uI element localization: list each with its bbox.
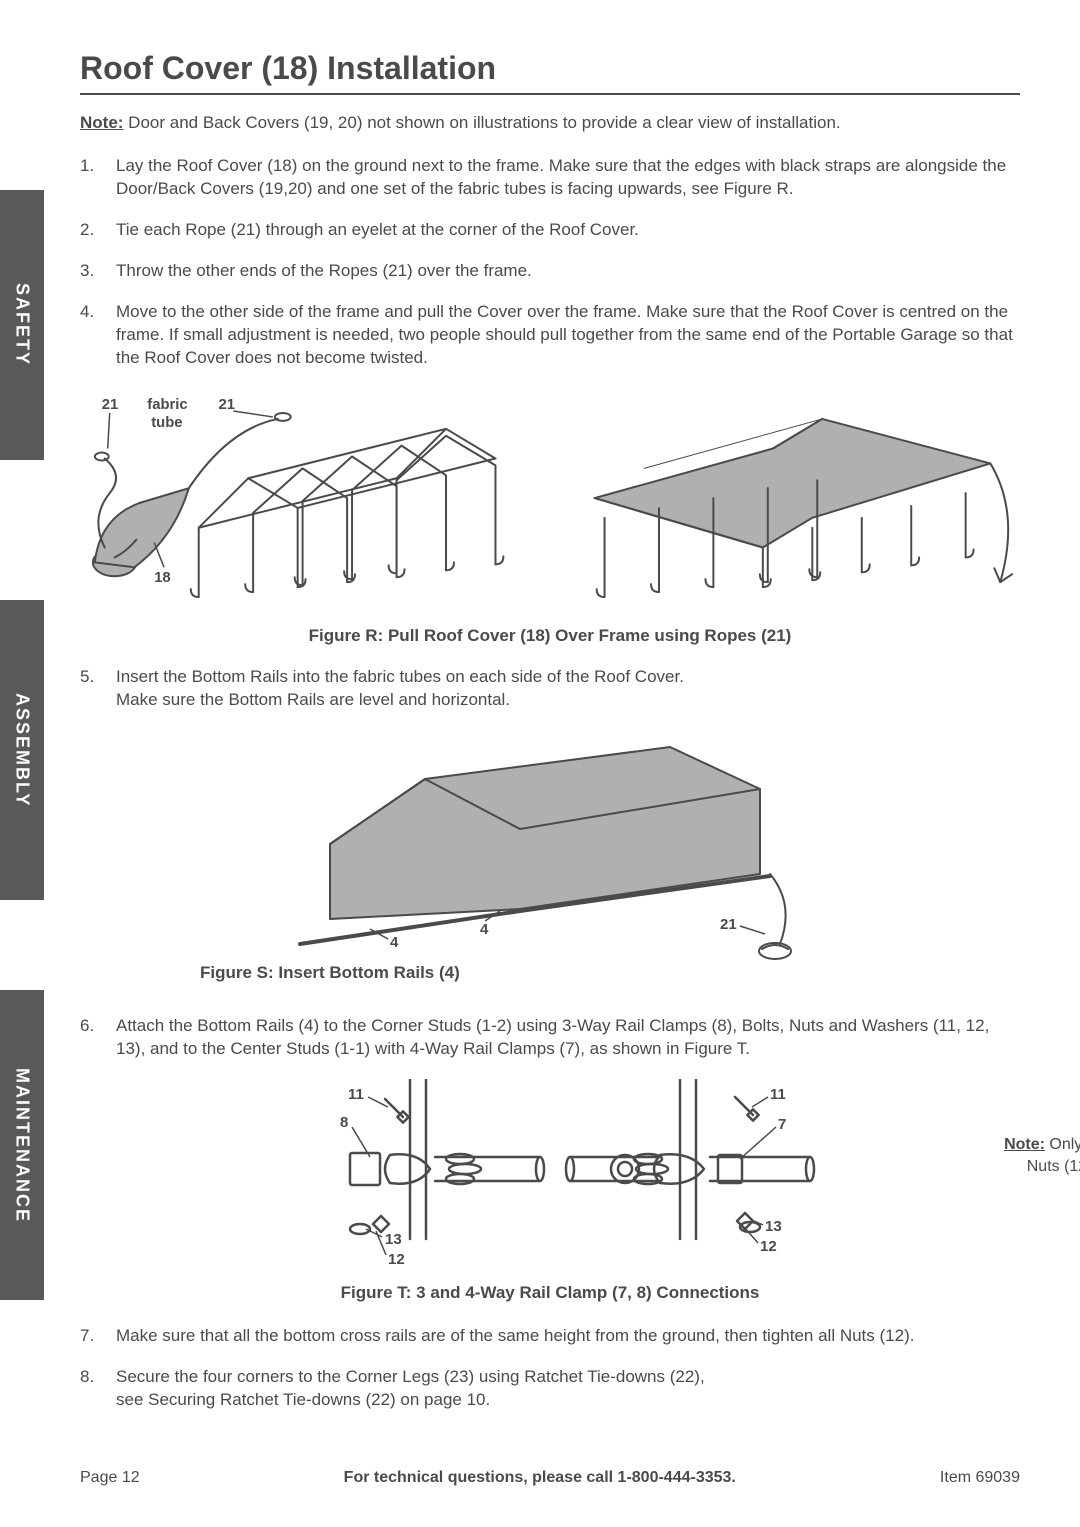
tab-assembly: ASSEMBLY bbox=[0, 600, 44, 900]
figure-s-svg: 4 4 21 bbox=[270, 729, 830, 989]
tab-maintenance: MAINTENANCE bbox=[0, 990, 44, 1300]
title-rule bbox=[80, 93, 1020, 95]
step-4: Move to the other side of the frame and … bbox=[80, 301, 1020, 370]
step-list-2: Insert the Bottom Rails into the fabric … bbox=[80, 666, 1020, 712]
figt-label-7: 7 bbox=[778, 1116, 786, 1133]
step-5: Insert the Bottom Rails into the fabric … bbox=[80, 666, 1020, 712]
step-3: Throw the other ends of the Ropes (21) o… bbox=[80, 260, 1020, 283]
step-list: Lay the Roof Cover (18) on the ground ne… bbox=[80, 155, 1020, 370]
figure-s: 4 4 21 Figure S: Insert Bottom Rails (4) bbox=[80, 729, 1020, 989]
page-title: Roof Cover (18) Installation bbox=[80, 50, 1020, 87]
step-8: Secure the four corners to the Corner Le… bbox=[80, 1366, 1020, 1412]
figt-label-11a: 11 bbox=[348, 1086, 364, 1103]
side-note-label: Note: bbox=[1004, 1136, 1045, 1153]
footer-page: Page 12 bbox=[80, 1469, 140, 1487]
side-tabs: SAFETY ASSEMBLY MAINTENANCE bbox=[0, 0, 44, 1527]
step-6: Attach the Bottom Rails (4) to the Corne… bbox=[80, 1015, 1020, 1061]
figr-label-tube: tube bbox=[151, 414, 182, 430]
figs-label-21: 21 bbox=[720, 916, 737, 933]
step-2: Tie each Rope (21) through an eyelet at … bbox=[80, 219, 1020, 242]
figure-r-left-svg: 21 fabric tube 21 18 bbox=[80, 388, 545, 618]
page-footer: Page 12 For technical questions, please … bbox=[80, 1469, 1020, 1487]
step-list-3: Attach the Bottom Rails (4) to the Corne… bbox=[80, 1015, 1020, 1061]
footer-center: For technical questions, please call 1-8… bbox=[344, 1469, 736, 1487]
figr-label-21a: 21 bbox=[102, 397, 119, 413]
figt-label-12a: 12 bbox=[388, 1251, 405, 1268]
figt-label-11b: 11 bbox=[770, 1086, 786, 1103]
figure-t-svg: 11 8 13 12 11 7 13 12 bbox=[240, 1079, 860, 1269]
note-label: Note: bbox=[80, 113, 123, 132]
figs-label-4a: 4 bbox=[390, 934, 399, 951]
figure-s-caption: Figure S: Insert Bottom Rails (4) bbox=[200, 963, 460, 983]
note-text: Door and Back Covers (19, 20) not shown … bbox=[123, 113, 840, 132]
figure-t: 11 8 13 12 11 7 13 12 Note: Only finger … bbox=[80, 1079, 1020, 1269]
fig-t-side-note: Note: Only finger tighten the Nuts (12) … bbox=[990, 1134, 1080, 1177]
figr-label-fabric: fabric bbox=[147, 397, 187, 413]
tab-safety: SAFETY bbox=[0, 190, 44, 460]
figr-label-18: 18 bbox=[154, 570, 171, 586]
figt-label-12b: 12 bbox=[760, 1238, 777, 1255]
figure-t-caption: Figure T: 3 and 4-Way Rail Clamp (7, 8) … bbox=[80, 1283, 1020, 1303]
figt-label-13a: 13 bbox=[385, 1231, 402, 1248]
top-note: Note: Door and Back Covers (19, 20) not … bbox=[80, 113, 1020, 133]
figt-label-13b: 13 bbox=[765, 1218, 782, 1235]
step-list-4: Make sure that all the bottom cross rail… bbox=[80, 1325, 1020, 1412]
figure-r: 21 fabric tube 21 18 bbox=[80, 388, 1020, 646]
figt-label-8: 8 bbox=[340, 1114, 348, 1131]
figr-label-21b: 21 bbox=[218, 397, 235, 413]
step-1: Lay the Roof Cover (18) on the ground ne… bbox=[80, 155, 1020, 201]
figs-label-4b: 4 bbox=[480, 921, 489, 938]
step-7: Make sure that all the bottom cross rail… bbox=[80, 1325, 1020, 1348]
figure-r-right-svg bbox=[565, 388, 1020, 618]
footer-item: Item 69039 bbox=[940, 1469, 1020, 1487]
figure-r-caption: Figure R: Pull Roof Cover (18) Over Fram… bbox=[80, 626, 1020, 646]
